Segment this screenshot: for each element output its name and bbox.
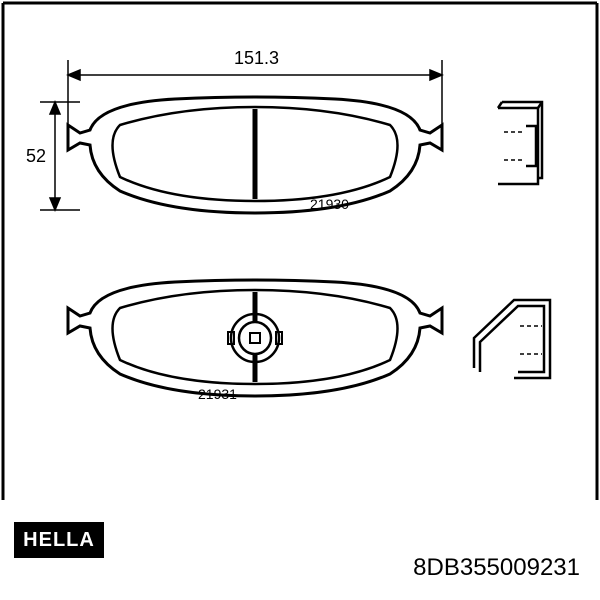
brand-logo-text: HELLA [23, 529, 95, 552]
diagram-canvas [0, 0, 600, 600]
clip-bottom [474, 300, 550, 378]
pad-bottom [68, 280, 442, 396]
pad-top [68, 97, 442, 213]
part-number: 8DB355009231 [413, 554, 580, 582]
dim-height-label: 52 [26, 146, 46, 167]
pad-bottom-label: 21931 [198, 386, 237, 402]
brand-logo: HELLA [14, 522, 104, 558]
pad-top-label: 21930 [310, 196, 349, 212]
clip-top [498, 102, 542, 184]
dim-width-label: 151.3 [234, 48, 279, 69]
